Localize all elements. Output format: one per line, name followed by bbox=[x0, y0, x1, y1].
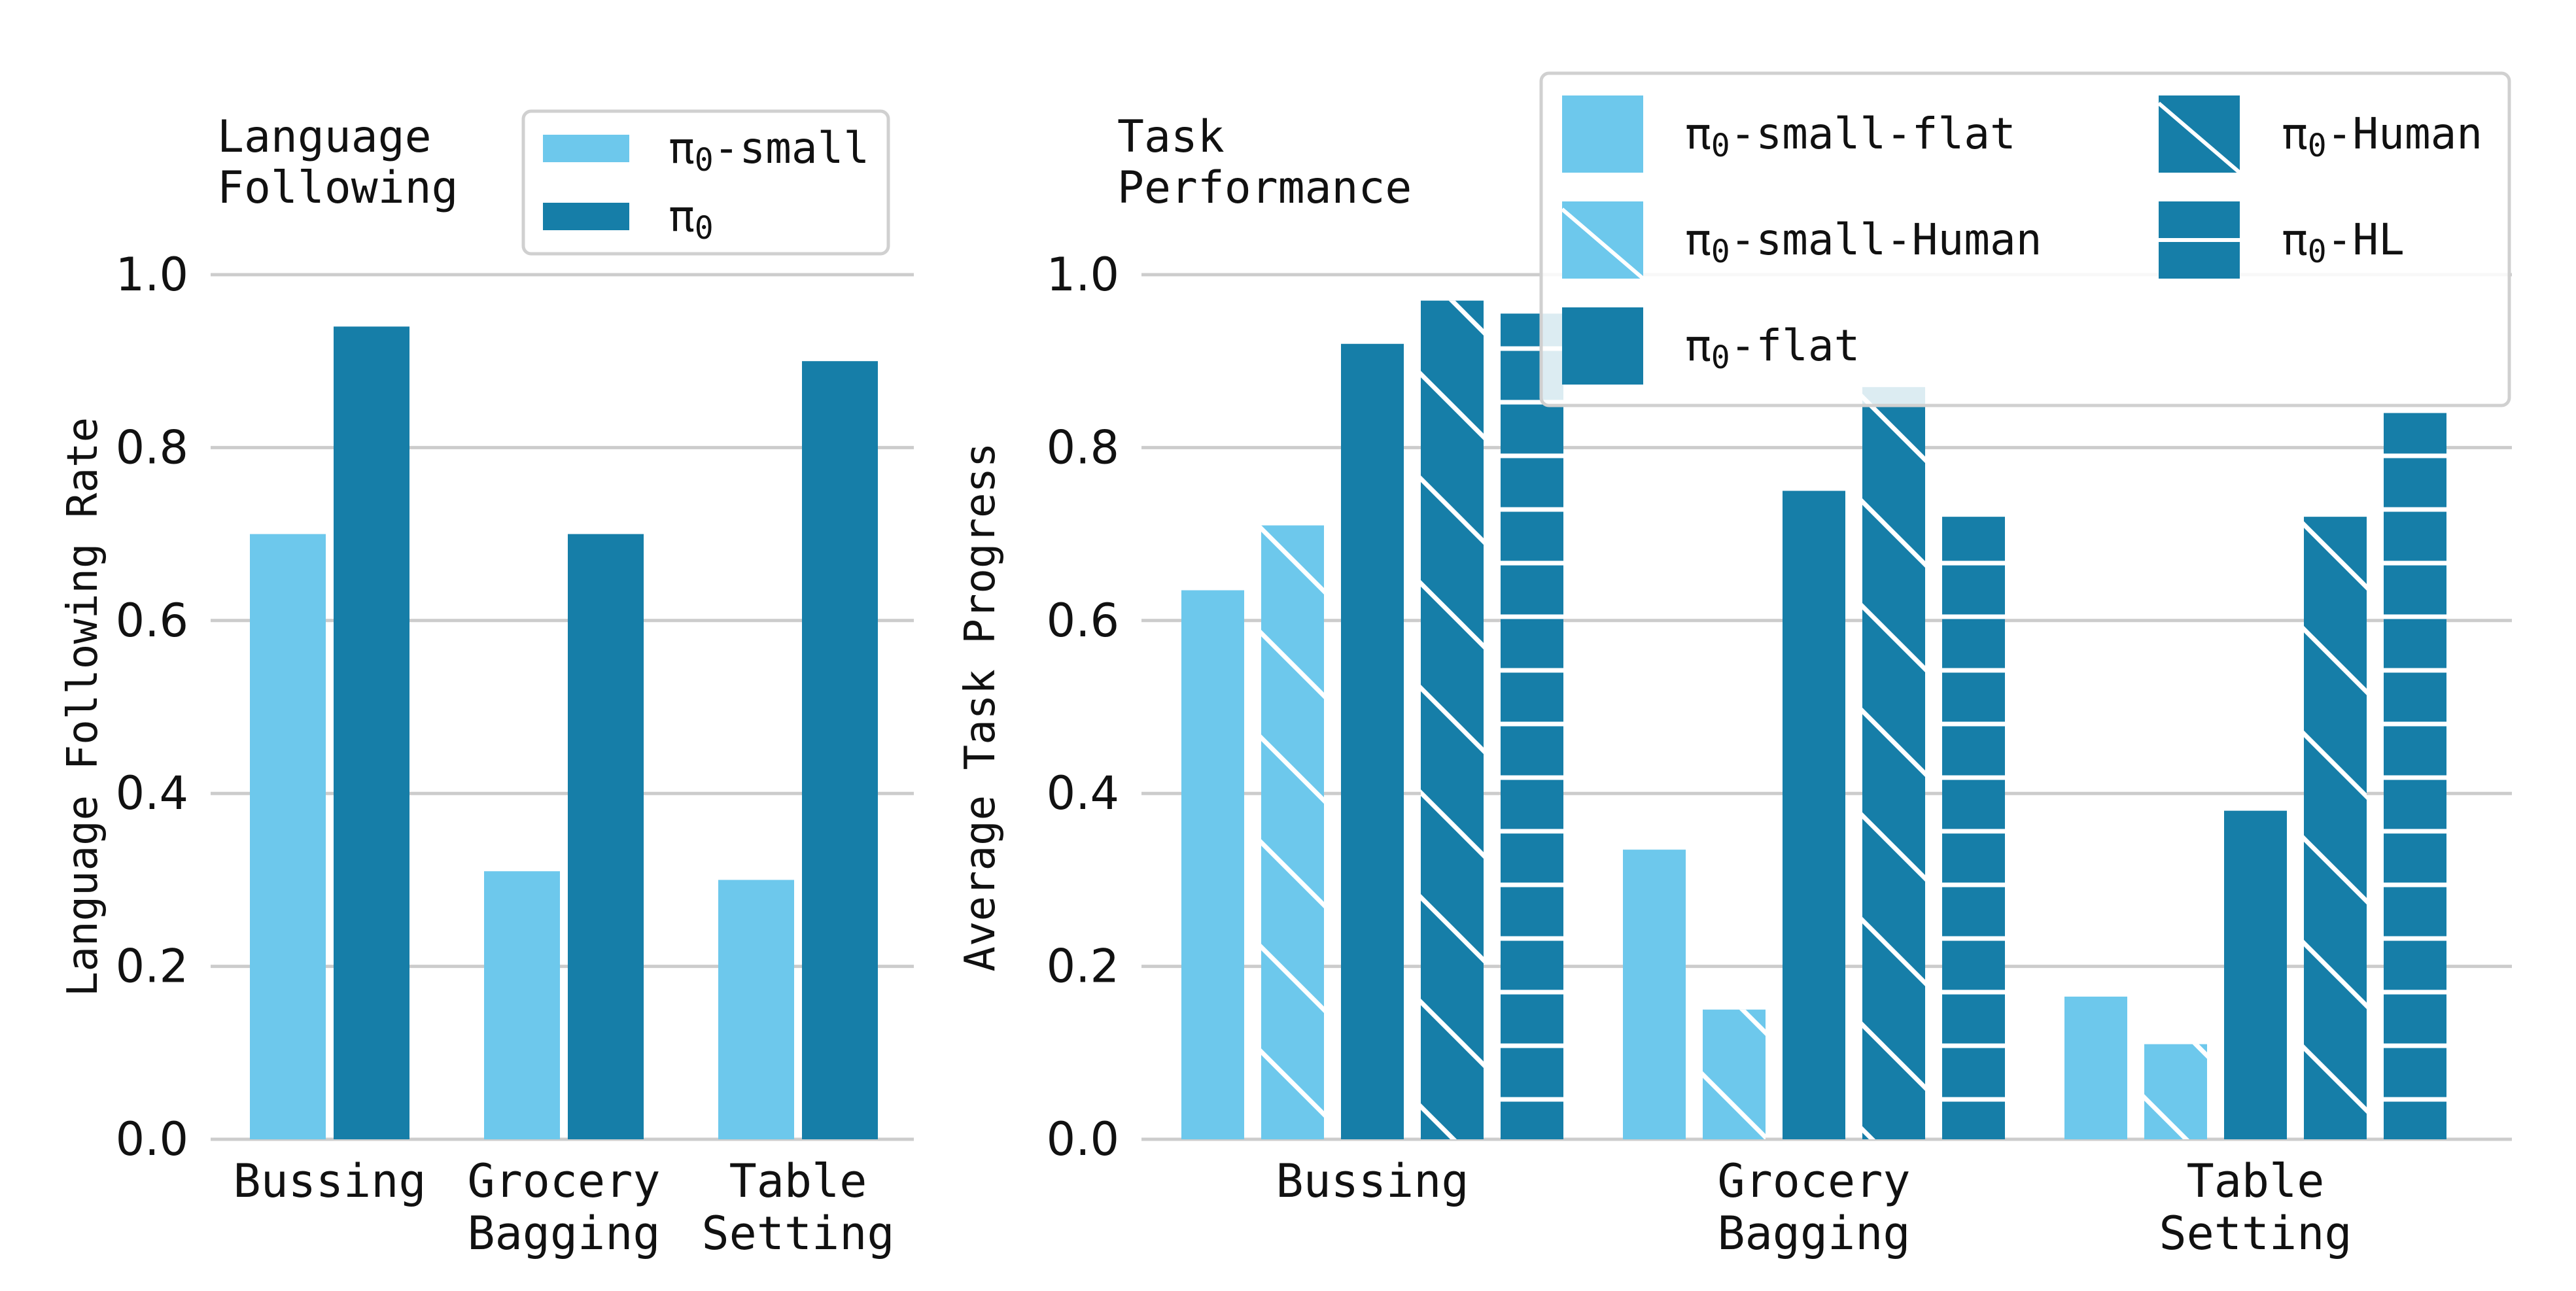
legend-swatch-hatch bbox=[2157, 101, 2241, 175]
x-tick-label: Bussing bbox=[1276, 1154, 1469, 1208]
language-following-chart: 0.0 0.2 0.4 0.6 0.8 1.0 Bussing Grocery Bagging T… bbox=[59, 109, 914, 1260]
y-tick-label: 0.0 bbox=[1047, 1112, 1119, 1166]
bar-pi0-small-human-grocery-bagging-hatch bbox=[1703, 1009, 1766, 1139]
chart-title: Language Following bbox=[217, 111, 458, 214]
y-tick-label: 0.6 bbox=[1047, 594, 1119, 647]
bar-pi0-small-human-table-setting-hatch bbox=[2144, 1044, 2207, 1139]
bar-pi0-small-table-setting bbox=[718, 880, 794, 1139]
bar-pi0-hl-bussing-hatch bbox=[1501, 313, 1563, 1139]
legend-label: π0 bbox=[669, 191, 714, 247]
chart-title: Task Performance bbox=[1117, 111, 1412, 214]
y-axis-label: Average Task Progress bbox=[956, 442, 1005, 971]
x-tick-label: Bussing bbox=[233, 1154, 426, 1208]
x-tick-label: Grocery Bagging bbox=[1717, 1154, 1910, 1260]
y-tick-label: 0.8 bbox=[1047, 421, 1119, 474]
legend-swatch bbox=[1562, 95, 1643, 173]
y-tick-label: 0.8 bbox=[116, 421, 188, 474]
bar-pi0-human-grocery-bagging-hatch bbox=[1862, 387, 1925, 1139]
legend-item-pi0-small-human: π0-small-Human bbox=[1561, 201, 2042, 281]
legend-item-pi0-hl: π0-HL bbox=[2159, 201, 2405, 279]
legend-item-pi0: π0 bbox=[543, 191, 714, 247]
bar-pi0-human-table-setting-hatch bbox=[2304, 517, 2367, 1139]
bar-pi0-small-grocery-bagging bbox=[484, 871, 560, 1139]
bar-pi0-hl-table-setting-hatch bbox=[2384, 413, 2446, 1139]
legend-swatch bbox=[543, 203, 629, 230]
x-tick-label: Grocery Bagging bbox=[467, 1154, 660, 1260]
bar-pi0-flat-bussing bbox=[1341, 343, 1404, 1139]
legend-box bbox=[1539, 71, 2511, 407]
y-tick-label: 1.0 bbox=[116, 248, 188, 301]
legend-label: π0-flat bbox=[1685, 320, 1860, 376]
legend-label: π0-small-Human bbox=[1685, 215, 2042, 270]
bar-pi0-flat-table-setting bbox=[2224, 810, 2287, 1139]
legend-item-pi0-small: π0-small bbox=[543, 123, 869, 179]
legend-swatch bbox=[1562, 307, 1643, 385]
legend: π0-small π0 bbox=[521, 109, 890, 256]
bar-pi0-small-flat-table-setting bbox=[2064, 996, 2127, 1139]
y-tick-label: 0.6 bbox=[116, 594, 188, 647]
legend-label: π0-small bbox=[669, 123, 869, 179]
bar-pi0-small-bussing bbox=[250, 534, 326, 1139]
legend-item-pi0-human: π0-Human bbox=[2157, 95, 2482, 175]
legend-label: π0-HL bbox=[2282, 215, 2405, 270]
legend-item-pi0-small-flat: π0-small-flat bbox=[1562, 95, 2016, 173]
task-performance-chart: 0.0 0.2 0.4 0.6 0.8 1.0 Bussing Grocery Bagging T… bbox=[956, 71, 2512, 1260]
bar-pi0-small-flat-grocery-bagging bbox=[1623, 850, 1686, 1139]
bar-pi0-hl-grocery-bagging-hatch bbox=[1942, 517, 2005, 1139]
x-tick-label: Table Setting bbox=[701, 1154, 894, 1260]
legend-swatch bbox=[543, 135, 629, 162]
bar-pi0-small-flat-bussing bbox=[1181, 590, 1244, 1139]
y-axis-label: Language Following Rate bbox=[59, 417, 107, 997]
bar-pi0-human-bussing-hatch bbox=[1421, 300, 1484, 1139]
legend: π0-small-flat π0-small-Human π0-flat π0-Hum… bbox=[1539, 71, 2511, 407]
legend-label: π0-Human bbox=[2282, 109, 2482, 164]
legend-item-pi0-flat: π0-flat bbox=[1562, 307, 1860, 385]
bar-pi0-small-human-bussing-hatch bbox=[1261, 525, 1324, 1139]
y-tick-label: 0.2 bbox=[116, 940, 188, 993]
y-tick-label: 0.4 bbox=[116, 766, 188, 820]
bar-pi0-grocery-bagging bbox=[568, 534, 644, 1139]
bar-pi0-bussing bbox=[334, 326, 409, 1139]
y-tick-label: 0.0 bbox=[116, 1112, 188, 1166]
y-tick-label: 1.0 bbox=[1047, 248, 1119, 301]
bar-pi0-flat-grocery-bagging bbox=[1783, 491, 1845, 1139]
y-tick-label: 0.2 bbox=[1047, 940, 1119, 993]
bar-pi0-table-setting bbox=[802, 361, 878, 1140]
legend-label: π0-small-flat bbox=[1685, 109, 2016, 164]
x-tick-label: Table Setting bbox=[2159, 1154, 2352, 1260]
legend-swatch-hatch bbox=[1561, 207, 1645, 281]
y-tick-label: 0.4 bbox=[1047, 766, 1119, 820]
